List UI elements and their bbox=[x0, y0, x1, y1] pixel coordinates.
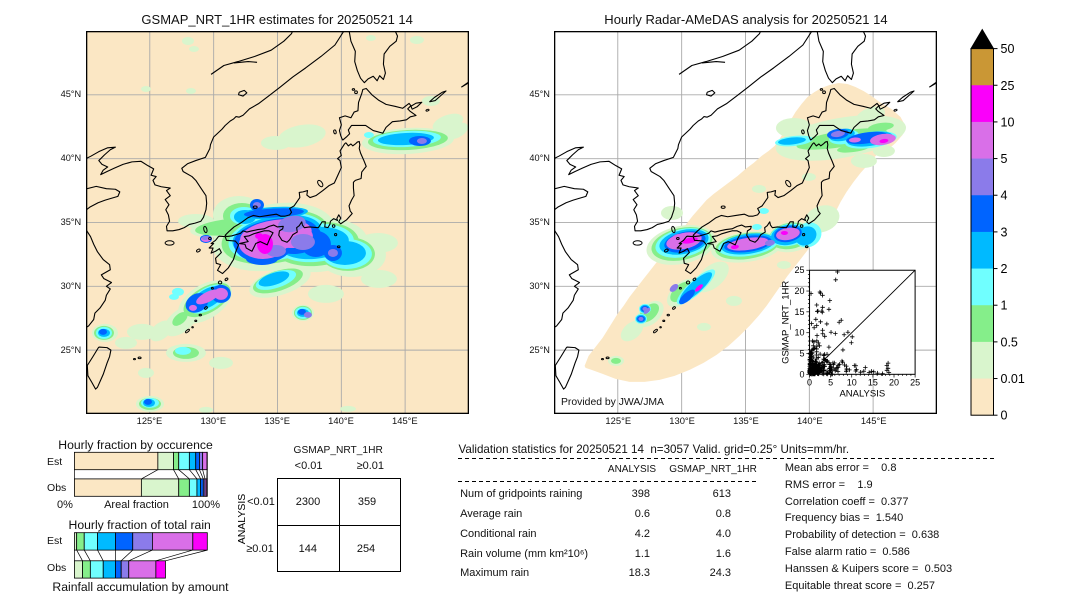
svg-text:GSMAP_NRT_1HR: GSMAP_NRT_1HR bbox=[781, 281, 792, 364]
svg-text:0: 0 bbox=[800, 369, 805, 379]
svg-text:10: 10 bbox=[795, 328, 805, 338]
svg-text:25: 25 bbox=[795, 265, 805, 275]
svg-text:5: 5 bbox=[829, 377, 834, 387]
svg-text:10: 10 bbox=[847, 377, 857, 387]
svg-text:5: 5 bbox=[1001, 152, 1008, 166]
svg-text:15: 15 bbox=[795, 307, 805, 317]
svg-text:0: 0 bbox=[1001, 409, 1008, 423]
svg-text:0.5: 0.5 bbox=[1001, 335, 1018, 349]
svg-text:15: 15 bbox=[868, 377, 878, 387]
svg-text:0.01: 0.01 bbox=[1001, 372, 1025, 386]
svg-text:1: 1 bbox=[1001, 299, 1008, 313]
svg-text:2: 2 bbox=[1001, 262, 1008, 276]
svg-text:ANALYSIS: ANALYSIS bbox=[840, 388, 886, 399]
svg-text:25: 25 bbox=[1001, 79, 1015, 93]
svg-text:5: 5 bbox=[800, 349, 805, 359]
svg-text:20: 20 bbox=[889, 377, 899, 387]
svg-text:0: 0 bbox=[807, 377, 812, 387]
svg-text:25: 25 bbox=[910, 377, 920, 387]
svg-text:20: 20 bbox=[795, 286, 805, 296]
svg-text:4: 4 bbox=[1001, 189, 1008, 203]
svg-text:10: 10 bbox=[1001, 115, 1015, 129]
svg-text:50: 50 bbox=[1001, 42, 1015, 56]
svg-text:3: 3 bbox=[1001, 225, 1008, 239]
